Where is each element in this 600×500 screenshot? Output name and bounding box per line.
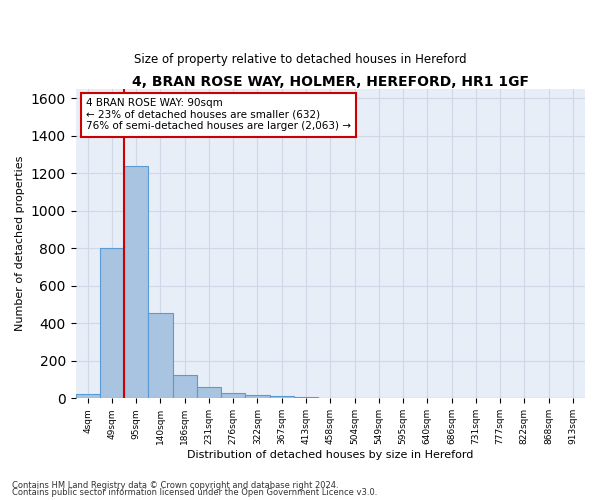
Text: 4 BRAN ROSE WAY: 90sqm
← 23% of detached houses are smaller (632)
76% of semi-de: 4 BRAN ROSE WAY: 90sqm ← 23% of detached… [86, 98, 351, 132]
Y-axis label: Number of detached properties: Number of detached properties [15, 156, 25, 332]
Title: 4, BRAN ROSE WAY, HOLMER, HEREFORD, HR1 1GF: 4, BRAN ROSE WAY, HOLMER, HEREFORD, HR1 … [132, 75, 529, 89]
Text: Contains HM Land Registry data © Crown copyright and database right 2024.: Contains HM Land Registry data © Crown c… [12, 480, 338, 490]
Bar [221, 393, 245, 398]
Bar [124, 166, 148, 398]
Bar [269, 396, 294, 398]
Bar [76, 394, 100, 398]
Bar [148, 313, 173, 398]
Bar [245, 395, 269, 398]
Bar [197, 387, 221, 398]
Text: Size of property relative to detached houses in Hereford: Size of property relative to detached ho… [134, 52, 466, 66]
X-axis label: Distribution of detached houses by size in Hereford: Distribution of detached houses by size … [187, 450, 473, 460]
Bar [173, 375, 197, 398]
Bar [100, 248, 124, 398]
Text: Contains public sector information licensed under the Open Government Licence v3: Contains public sector information licen… [12, 488, 377, 497]
